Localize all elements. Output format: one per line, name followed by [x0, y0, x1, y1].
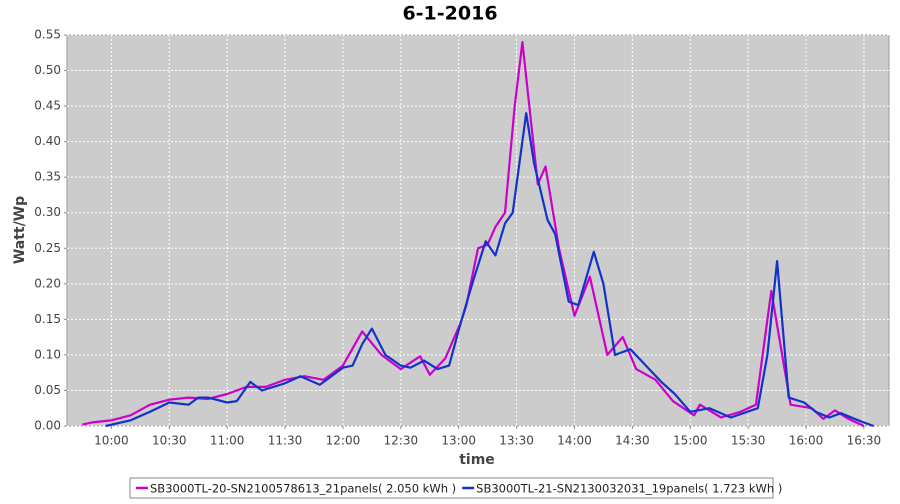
y-tick-label: 0.45 [34, 99, 61, 113]
x-tick-label: 11:30 [268, 434, 303, 448]
plot-background [66, 34, 890, 427]
x-tick-label: 13:00 [441, 434, 476, 448]
y-tick-label: 0.05 [34, 383, 61, 397]
y-tick-label: 0.40 [34, 134, 61, 148]
x-tick-label: 11:00 [210, 434, 245, 448]
x-tick-label: 16:00 [789, 434, 824, 448]
data-line [82, 41, 865, 427]
y-tick-label: 0.30 [34, 205, 61, 219]
x-tick-label: 16:30 [847, 434, 882, 448]
data-line [105, 112, 874, 428]
x-tick-label: 12:00 [326, 434, 361, 448]
x-axis-label: time [459, 452, 495, 468]
y-tick-label: 0.00 [34, 419, 61, 433]
y-tick-label: 0.25 [34, 241, 61, 255]
x-tick-label: 13:30 [499, 434, 534, 448]
x-tick-label: 10:00 [94, 434, 129, 448]
y-axis-label: Watt/Wp [12, 196, 28, 264]
x-tick-label: 10:30 [152, 434, 187, 448]
x-tick-label: 14:00 [557, 434, 592, 448]
legend-label: SB3000TL-21-SN2130032031_19panels( 1.723… [476, 482, 782, 496]
x-tick-label: 15:30 [731, 434, 766, 448]
legend-box [129, 477, 774, 499]
x-tick-label: 15:00 [673, 434, 708, 448]
y-tick-label: 0.20 [34, 276, 61, 290]
legend-label: SB3000TL-20-SN2100578613_21panels( 2.050… [150, 482, 456, 496]
x-tick-label: 12:30 [384, 434, 419, 448]
y-tick-label: 0.55 [34, 28, 61, 42]
chart-title: 6-1-2016 [402, 3, 497, 25]
y-tick-label: 0.15 [34, 312, 61, 326]
y-tick-label: 0.35 [34, 170, 61, 184]
y-tick-label: 0.10 [34, 347, 61, 361]
y-tick-label: 0.50 [34, 63, 61, 77]
x-tick-label: 14:30 [615, 434, 650, 448]
